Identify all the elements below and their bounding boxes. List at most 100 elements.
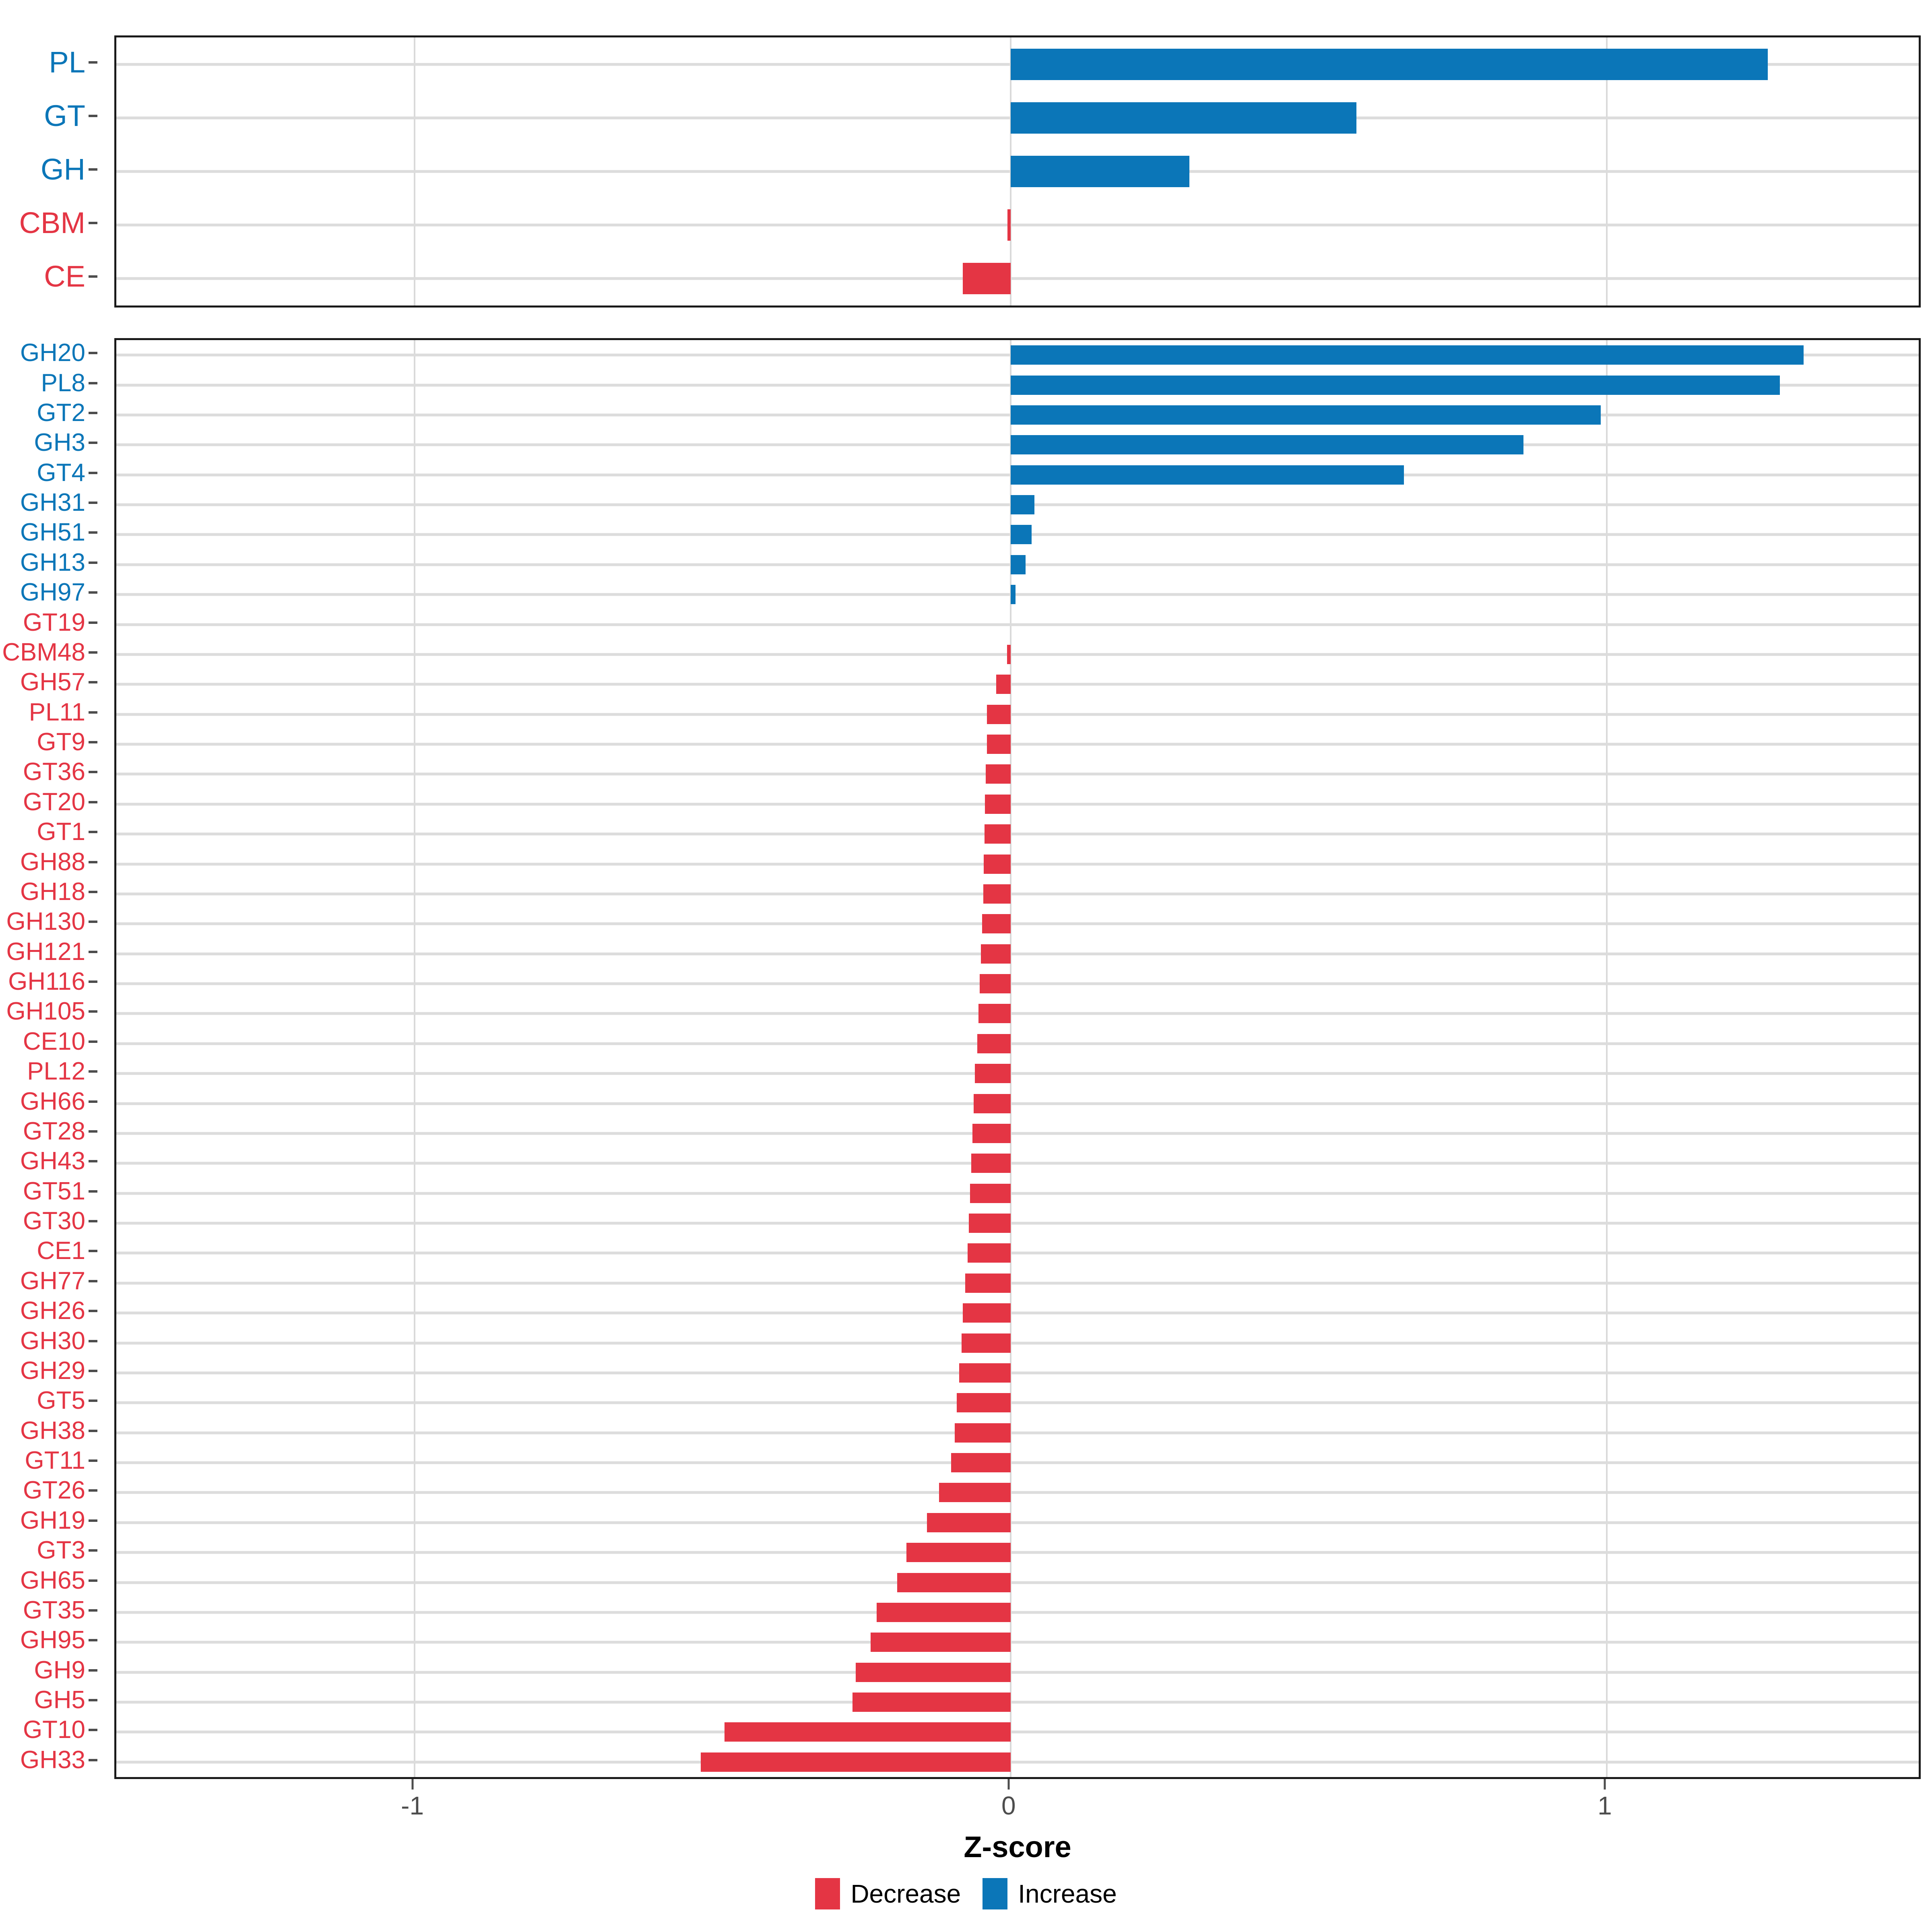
bar-GT2[interactable] [1010,405,1601,425]
y-axis-label-GT26: GT26 [23,1476,85,1505]
bar-GH26[interactable] [963,1303,1011,1323]
y-axis-label-CBM: CBM [19,206,85,240]
bar-GT20[interactable] [985,794,1011,814]
bar-GH3[interactable] [1010,435,1523,455]
legend-item-increase[interactable]: Increase [983,1878,1117,1909]
bar-PL8[interactable] [1010,375,1780,395]
x-axis-title: Z-score [964,1830,1071,1864]
y-axis-label-GH9: GH9 [34,1656,85,1684]
bar-GH66[interactable] [973,1094,1011,1113]
bar-GT26[interactable] [939,1483,1011,1503]
bar-GH29[interactable] [959,1363,1011,1383]
bar-GH31[interactable] [1010,495,1035,515]
horizontal-gridline [116,1342,1919,1345]
bar-GT9[interactable] [987,735,1011,754]
vertical-gridline [1606,340,1608,1777]
y-axis-tick [89,502,97,504]
bar-GH43[interactable] [971,1154,1011,1173]
y-axis-label-PL: PL [49,45,85,79]
y-axis-tick [89,1340,97,1342]
y-axis-label-GT4: GT4 [37,458,85,487]
bar-CE1[interactable] [968,1243,1011,1263]
bar-GH116[interactable] [979,974,1011,994]
horizontal-gridline [116,1042,1919,1045]
bar-GH97[interactable] [1010,585,1016,605]
bar-GT28[interactable] [972,1123,1011,1143]
y-axis-label-GT30: GT30 [23,1207,85,1235]
bar-GH57[interactable] [996,675,1011,694]
bar-GH51[interactable] [1010,525,1032,545]
horizontal-gridline [116,1431,1919,1435]
bar-GH33[interactable] [700,1752,1011,1772]
bar-GT5[interactable] [957,1393,1011,1413]
bar-GH95[interactable] [870,1633,1011,1652]
bar-GH19[interactable] [927,1513,1011,1532]
bar-PL12[interactable] [974,1064,1011,1084]
x-axis-tick [1007,1779,1010,1790]
bar-GH77[interactable] [965,1273,1011,1293]
bar-CE[interactable] [963,263,1011,295]
y-axis-label-GH88: GH88 [20,848,85,876]
horizontal-gridline [116,277,1919,280]
bar-GH105[interactable] [978,1004,1011,1024]
y-axis-tick [89,561,97,564]
y-axis-tick [89,1310,97,1313]
y-axis-tick [89,651,97,654]
horizontal-gridline [116,653,1919,656]
horizontal-gridline [116,1401,1919,1404]
legend-item-decrease[interactable]: Decrease [815,1878,961,1909]
bar-CE10[interactable] [977,1034,1011,1053]
y-axis-tick [89,442,97,444]
y-axis-tick [89,1729,97,1732]
bar-GH65[interactable] [897,1573,1011,1592]
bar-GT[interactable] [1010,102,1356,134]
bar-GT10[interactable] [724,1722,1011,1742]
y-axis-tick [89,168,97,171]
y-axis-label-GH18: GH18 [20,877,85,906]
bar-GH5[interactable] [852,1693,1011,1712]
family-plot-area [114,338,1921,1779]
bar-GH13[interactable] [1010,555,1026,574]
bar-GT30[interactable] [969,1214,1011,1233]
y-axis-label-GT20: GT20 [23,788,85,816]
y-axis-tick [89,1429,97,1432]
bar-GT3[interactable] [906,1543,1011,1563]
bar-GH9[interactable] [855,1662,1011,1682]
bar-CBM[interactable] [1007,209,1011,241]
bar-GH88[interactable] [984,854,1011,874]
bar-CBM48[interactable] [1007,644,1011,664]
bar-GH18[interactable] [983,884,1011,904]
bar-GH38[interactable] [954,1423,1011,1443]
bar-GT35[interactable] [876,1602,1011,1622]
bar-GH121[interactable] [980,944,1011,964]
horizontal-gridline [116,1701,1919,1704]
bar-GH[interactable] [1010,156,1190,187]
bar-GT4[interactable] [1010,465,1404,485]
y-axis-tick [89,1609,97,1612]
y-axis-tick [89,771,97,774]
bar-GH20[interactable] [1010,345,1804,365]
legend-label-increase: Increase [1018,1879,1117,1908]
y-axis-tick [89,222,97,225]
y-axis-tick [89,1190,97,1193]
horizontal-gridline [116,1012,1919,1015]
y-axis-label-GT9: GT9 [37,728,85,756]
bar-GH130[interactable] [982,914,1011,934]
bar-GH30[interactable] [962,1333,1011,1353]
y-axis-tick [89,531,97,534]
bar-PL11[interactable] [987,704,1011,724]
horizontal-gridline [116,1132,1919,1135]
y-axis-tick [89,711,97,714]
bar-GT11[interactable] [951,1453,1011,1473]
bar-GT51[interactable] [970,1183,1011,1203]
bar-PL[interactable] [1010,48,1768,80]
bar-GT36[interactable] [985,764,1011,784]
y-axis-tick [89,114,97,117]
horizontal-gridline [116,1102,1919,1105]
y-axis-label-GT10: GT10 [23,1716,85,1744]
bar-GT1[interactable] [984,824,1011,844]
family-axis-labels: GH20 PL8 GT2 GH3 GT4 GH31 GH51 GH13 GH97 GT19 CBM4… [0,338,101,1779]
y-axis-tick [89,681,97,684]
y-axis-tick [89,741,97,744]
